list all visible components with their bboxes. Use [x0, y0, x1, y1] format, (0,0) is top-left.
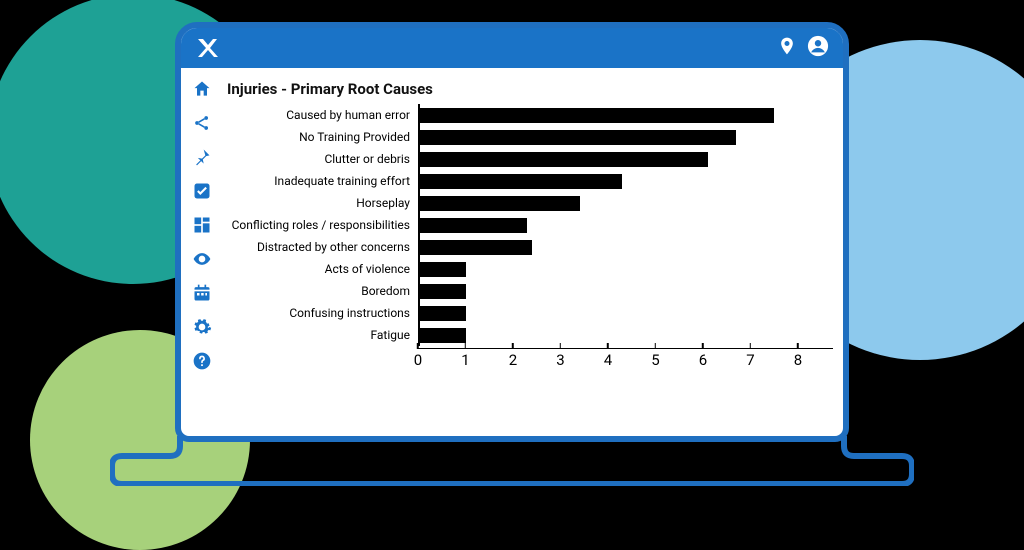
chart-row: Clutter or debris: [223, 148, 833, 170]
chart-row: Boredom: [223, 280, 833, 302]
laptop-frame: Injuries - Primary Root Causes Caused by…: [110, 22, 914, 492]
x-tick: 1: [461, 343, 469, 369]
calendar-icon[interactable]: [189, 280, 215, 306]
bar-label: Clutter or debris: [223, 152, 418, 166]
help-icon[interactable]: [189, 348, 215, 374]
main-panel: Injuries - Primary Root Causes Caused by…: [223, 68, 843, 436]
bar: [418, 328, 466, 343]
gear-icon[interactable]: [189, 314, 215, 340]
bar-label: Horseplay: [223, 196, 418, 210]
bar: [418, 306, 466, 321]
chart-title: Injuries - Primary Root Causes: [223, 76, 833, 104]
chart-row: No Training Provided: [223, 126, 833, 148]
dashboard-icon[interactable]: [189, 212, 215, 238]
bar: [418, 284, 466, 299]
bar: [418, 196, 580, 211]
bar-label: Confusing instructions: [223, 306, 418, 320]
user-account-icon[interactable]: [807, 35, 829, 61]
bar-label: Acts of violence: [223, 262, 418, 276]
bar-label: Conflicting roles / responsibilities: [223, 218, 418, 232]
app-logo[interactable]: [195, 36, 219, 60]
bar: [418, 108, 774, 123]
chart-row: Conflicting roles / responsibilities: [223, 214, 833, 236]
x-tick: 0: [414, 343, 422, 369]
x-tick: 6: [699, 343, 707, 369]
bar-label: Distracted by other concerns: [223, 240, 418, 254]
pin-icon[interactable]: [189, 144, 215, 170]
x-axis: 012345678: [223, 348, 833, 374]
screen: Injuries - Primary Root Causes Caused by…: [175, 22, 849, 442]
chart-row: Acts of violence: [223, 258, 833, 280]
app-header: [181, 28, 843, 68]
x-tick: 7: [746, 343, 754, 369]
check-square-icon[interactable]: [189, 178, 215, 204]
bar-label: Boredom: [223, 284, 418, 298]
location-pin-icon[interactable]: [777, 36, 797, 60]
bar: [418, 130, 736, 145]
bar: [418, 218, 527, 233]
chart-row: Inadequate training effort: [223, 170, 833, 192]
bar: [418, 240, 532, 255]
x-tick: 2: [509, 343, 517, 369]
sidebar-nav: [181, 68, 223, 436]
chart-row: Caused by human error: [223, 104, 833, 126]
eye-icon[interactable]: [189, 246, 215, 272]
bar-label: Fatigue: [223, 328, 418, 342]
laptop-base: [110, 436, 914, 486]
bar: [418, 262, 466, 277]
bar-label: Inadequate training effort: [223, 174, 418, 188]
chart-row: Fatigue: [223, 324, 833, 346]
share-icon[interactable]: [189, 110, 215, 136]
bar: [418, 174, 622, 189]
x-tick: 4: [604, 343, 612, 369]
home-icon[interactable]: [189, 76, 215, 102]
root-causes-chart: Caused by human error No Training Provide…: [223, 104, 833, 426]
bar: [418, 152, 708, 167]
chart-row: Distracted by other concerns: [223, 236, 833, 258]
chart-row: Confusing instructions: [223, 302, 833, 324]
x-tick: 5: [651, 343, 659, 369]
bar-label: Caused by human error: [223, 108, 418, 122]
x-tick: 3: [556, 343, 564, 369]
x-tick: 8: [794, 343, 802, 369]
chart-row: Horseplay: [223, 192, 833, 214]
bar-label: No Training Provided: [223, 130, 418, 144]
